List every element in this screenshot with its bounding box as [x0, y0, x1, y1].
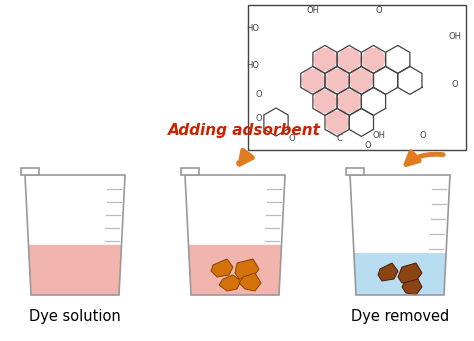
Polygon shape [378, 263, 398, 281]
Polygon shape [211, 259, 233, 277]
Circle shape [363, 48, 384, 70]
Circle shape [314, 48, 336, 70]
FancyArrowPatch shape [406, 152, 443, 164]
Polygon shape [239, 273, 261, 291]
Circle shape [338, 48, 360, 70]
Text: Adding adsorbent: Adding adsorbent [168, 123, 321, 138]
Text: O: O [419, 131, 426, 140]
Text: OH: OH [448, 32, 462, 41]
Polygon shape [346, 168, 364, 175]
Text: HO: HO [246, 24, 259, 33]
Text: O: O [365, 141, 371, 150]
Text: O: O [288, 134, 295, 143]
Text: O: O [452, 80, 458, 89]
Text: Dye solution: Dye solution [29, 309, 121, 324]
Text: Dye removed: Dye removed [351, 309, 449, 324]
Text: HO: HO [246, 61, 259, 70]
Text: OH: OH [307, 6, 320, 15]
FancyArrowPatch shape [238, 150, 253, 164]
Polygon shape [398, 263, 422, 283]
Circle shape [326, 70, 348, 91]
Polygon shape [219, 275, 241, 291]
Circle shape [338, 90, 360, 112]
Circle shape [302, 70, 324, 91]
Polygon shape [354, 253, 446, 295]
Text: OH: OH [372, 131, 385, 140]
Polygon shape [350, 175, 450, 253]
Polygon shape [25, 175, 125, 244]
Polygon shape [185, 175, 285, 244]
Polygon shape [21, 168, 39, 175]
Polygon shape [402, 279, 422, 295]
Bar [248, 5, 466, 150]
Text: O: O [375, 6, 382, 15]
Polygon shape [189, 244, 282, 295]
Circle shape [350, 70, 372, 91]
Text: O: O [255, 114, 262, 123]
Circle shape [326, 112, 348, 133]
Circle shape [314, 90, 336, 112]
Text: O: O [255, 90, 262, 99]
Polygon shape [28, 244, 121, 295]
Polygon shape [235, 259, 259, 279]
Polygon shape [181, 168, 199, 175]
Text: C: C [337, 134, 343, 143]
